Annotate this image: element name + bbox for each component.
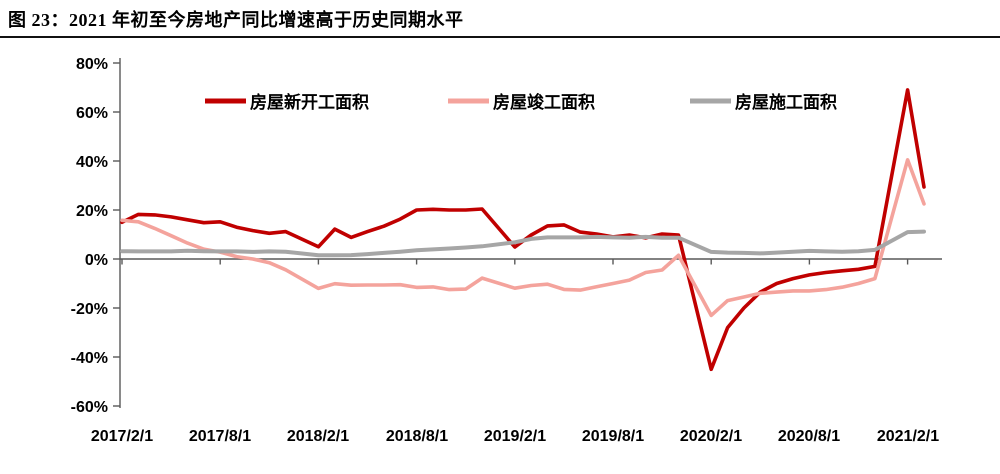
title-divider [0, 36, 1000, 38]
legend-label-completed: 房屋竣工面积 [493, 92, 595, 112]
y-axis: 80% 60% 40% 20% 0% -20% -40% -60% [71, 56, 121, 416]
x-tick-label: 2019/8/1 [582, 428, 644, 445]
axis-ticks [113, 62, 909, 407]
x-tick-label: 2020/8/1 [778, 428, 840, 445]
x-tick-label: 2020/2/1 [680, 428, 742, 445]
x-tick-label: 2017/2/1 [91, 428, 153, 445]
figure-title: 图 23：2021 年初至今房地产同比增速高于历史同期水平 [8, 10, 464, 30]
x-tick-label: 2018/2/1 [287, 428, 349, 445]
line-chart: 80% 60% 40% 20% 0% -20% -40% -60% 2017/2… [71, 56, 942, 445]
y-tick-label: 20% [76, 203, 108, 220]
series-line-1 [120, 158, 926, 318]
x-axis: 2017/2/1 2017/8/1 2018/2/1 2018/8/1 2019… [91, 258, 942, 445]
legend-label-new-starts: 房屋新开工面积 [250, 92, 369, 112]
y-tick-label: 80% [76, 56, 108, 73]
legend: 房屋新开工面积 房屋竣工面积 房屋施工面积 [205, 92, 837, 112]
y-tick-label: 60% [76, 105, 108, 122]
x-tick-label: 2019/2/1 [484, 428, 546, 445]
y-tick-label: 40% [76, 154, 108, 171]
series-line-0 [120, 88, 926, 372]
y-tick-label: -40% [71, 350, 108, 367]
x-tick-label: 2021/2/1 [877, 428, 939, 445]
x-tick-label: 2018/8/1 [386, 428, 448, 445]
x-tick-label: 2017/8/1 [189, 428, 251, 445]
legend-label-under-construction: 房屋施工面积 [735, 92, 837, 112]
y-tick-label: -20% [71, 301, 108, 318]
y-tick-label: -60% [71, 399, 108, 416]
chart-series [120, 88, 926, 372]
y-tick-label: 0% [85, 252, 108, 269]
series-line-2 [120, 229, 926, 258]
